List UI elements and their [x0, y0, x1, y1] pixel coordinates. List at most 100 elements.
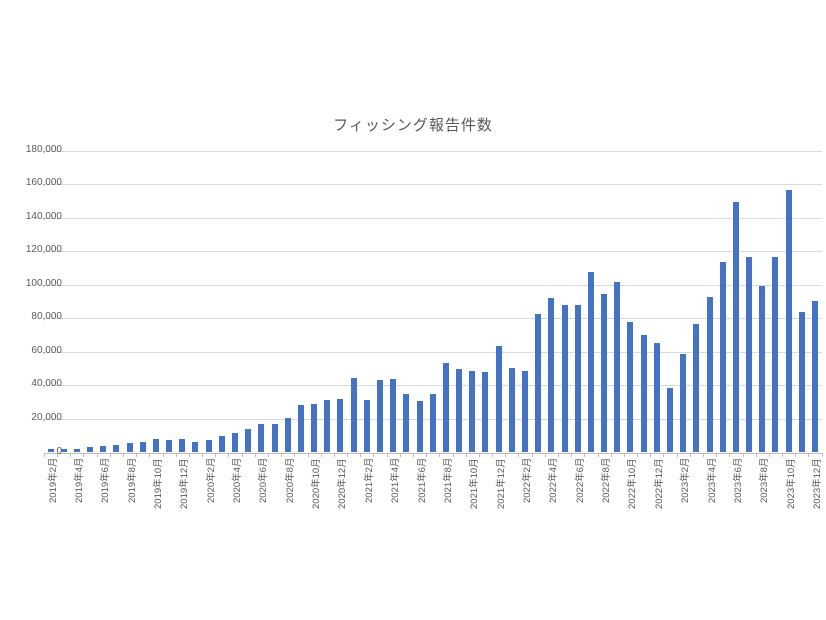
- bar-2020年4月: [232, 433, 239, 453]
- x-axis-line: [44, 453, 822, 454]
- x-tick-mark: [545, 453, 546, 457]
- bar-2023年2月: [680, 353, 687, 453]
- x-tick-mark: [176, 453, 177, 457]
- gridline: [44, 151, 822, 152]
- bar-2021年8月: [442, 363, 449, 453]
- x-tick-mark: [532, 453, 533, 457]
- x-tick-label: 2019年6月: [100, 457, 112, 503]
- x-tick-mark: [97, 453, 98, 457]
- x-tick-mark: [308, 453, 309, 457]
- x-tick-mark: [729, 453, 730, 457]
- x-tick-mark: [716, 453, 717, 457]
- x-tick-mark: [255, 453, 256, 457]
- x-tick-mark: [808, 453, 809, 457]
- bar-2020年7月: [271, 424, 278, 453]
- x-tick-mark: [479, 453, 480, 457]
- x-tick-label: 2020年8月: [284, 457, 296, 503]
- x-tick-mark: [347, 453, 348, 457]
- y-tick-label: 80,000: [31, 311, 62, 322]
- x-tick-label: 2021年2月: [363, 457, 375, 503]
- bar-2021年7月: [429, 394, 436, 453]
- bar-2023年9月: [772, 256, 779, 453]
- bar-2019年10月: [152, 439, 159, 453]
- bar-2022年2月: [522, 371, 529, 453]
- x-tick-mark: [360, 453, 361, 457]
- gridline: [44, 352, 822, 353]
- bar-2020年5月: [245, 429, 252, 453]
- x-tick-mark: [795, 453, 796, 457]
- x-tick-mark: [149, 453, 150, 457]
- x-tick-mark: [571, 453, 572, 457]
- x-tick-mark: [426, 453, 427, 457]
- bar-2022年5月: [561, 304, 568, 453]
- x-tick-label: 2021年12月: [495, 458, 507, 509]
- bar-2023年11月: [798, 311, 805, 453]
- bar-2022年3月: [535, 314, 542, 453]
- y-tick-label: 140,000: [25, 211, 62, 222]
- bar-2021年3月: [377, 380, 384, 453]
- x-tick-mark: [453, 453, 454, 457]
- x-tick-mark: [163, 453, 164, 457]
- x-tick-mark: [400, 453, 401, 457]
- bar-2021年6月: [416, 400, 423, 453]
- bar-2023年5月: [719, 261, 726, 453]
- bar-2020年8月: [284, 417, 291, 453]
- bar-2021年9月: [456, 369, 463, 453]
- x-tick-label: 2023年4月: [706, 457, 718, 503]
- bar-2020年2月: [205, 439, 212, 453]
- bar-2023年7月: [746, 256, 753, 453]
- x-tick-label: 2023年10月: [785, 458, 797, 509]
- bar-2020年11月: [324, 400, 331, 453]
- x-tick-label: 2021年4月: [390, 457, 402, 503]
- gridline: [44, 385, 822, 386]
- y-tick-label: 60,000: [31, 345, 62, 356]
- x-tick-label: 2023年8月: [759, 457, 771, 503]
- chart-title: フィッシング報告件数: [333, 116, 493, 134]
- bar-2020年1月: [192, 441, 199, 453]
- bar-2023年8月: [759, 285, 766, 453]
- x-tick-mark: [782, 453, 783, 457]
- gridline: [44, 251, 822, 252]
- bar-2019年2月: [47, 449, 54, 453]
- bar-2019年7月: [113, 445, 120, 453]
- y-tick-label: 0: [56, 446, 62, 457]
- bar-2023年1月: [667, 388, 673, 453]
- bar-2020年10月: [311, 404, 318, 453]
- bar-2022年7月: [587, 272, 594, 453]
- x-tick-mark: [439, 453, 440, 457]
- x-tick-label: 2021年10月: [469, 458, 481, 509]
- x-tick-label: 2019年10月: [152, 458, 164, 509]
- x-tick-mark: [690, 453, 691, 457]
- y-tick-label: 160,000: [25, 177, 62, 188]
- bar-2021年1月: [350, 378, 357, 453]
- x-tick-label: 2020年10月: [311, 458, 323, 509]
- bar-2023年3月: [693, 323, 700, 453]
- x-tick-mark: [598, 453, 599, 457]
- x-tick-mark: [136, 453, 137, 457]
- bar-2020年6月: [258, 424, 265, 453]
- x-tick-mark: [677, 453, 678, 457]
- x-tick-label: 2019年12月: [179, 458, 191, 509]
- x-tick-mark: [57, 453, 58, 457]
- x-tick-mark: [123, 453, 124, 457]
- bar-2022年4月: [548, 298, 555, 453]
- bar-2022年8月: [601, 293, 608, 453]
- x-tick-mark: [413, 453, 414, 457]
- x-tick-mark: [822, 453, 823, 457]
- bar-2022年11月: [640, 335, 647, 453]
- x-tick-mark: [505, 453, 506, 457]
- x-tick-mark: [743, 453, 744, 457]
- x-tick-mark: [611, 453, 612, 457]
- x-tick-mark: [466, 453, 467, 457]
- bar-2019年6月: [100, 446, 107, 453]
- bar-2021年5月: [403, 394, 410, 453]
- bar-2019年9月: [139, 442, 146, 453]
- bar-2021年2月: [363, 400, 370, 453]
- x-tick-mark: [215, 453, 216, 457]
- x-tick-label: 2019年8月: [126, 457, 138, 503]
- x-tick-label: 2019年4月: [73, 457, 85, 503]
- x-tick-label: 2020年2月: [205, 457, 217, 503]
- bar-2022年6月: [574, 304, 581, 453]
- bar-2023年12月: [812, 300, 818, 453]
- x-tick-label: 2023年6月: [732, 457, 744, 503]
